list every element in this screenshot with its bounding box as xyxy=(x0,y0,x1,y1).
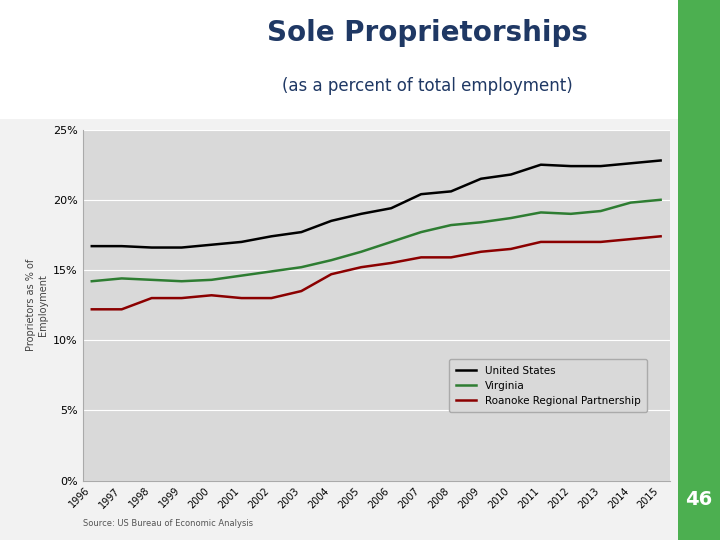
United States xyxy=(237,239,246,245)
United States xyxy=(297,229,306,235)
Roanoke Regional Partnership xyxy=(357,264,366,271)
Roanoke Regional Partnership xyxy=(148,295,156,301)
Roanoke Regional Partnership xyxy=(477,248,485,255)
United States xyxy=(177,244,186,251)
Roanoke Regional Partnership xyxy=(177,295,186,301)
Roanoke Regional Partnership xyxy=(237,295,246,301)
United States xyxy=(567,163,575,170)
Virginia xyxy=(207,276,216,283)
Virginia xyxy=(596,208,605,214)
United States xyxy=(357,211,366,217)
Line: Virginia: Virginia xyxy=(91,200,661,281)
Roanoke Regional Partnership xyxy=(327,271,336,278)
Roanoke Regional Partnership xyxy=(626,236,635,242)
United States xyxy=(446,188,455,194)
Virginia xyxy=(417,229,426,235)
United States xyxy=(327,218,336,224)
Virginia xyxy=(177,278,186,285)
Virginia xyxy=(297,264,306,271)
Roanoke Regional Partnership xyxy=(507,246,516,252)
Line: Roanoke Regional Partnership: Roanoke Regional Partnership xyxy=(91,237,661,309)
United States xyxy=(207,241,216,248)
Roanoke Regional Partnership xyxy=(267,295,276,301)
Virginia xyxy=(536,209,545,215)
Virginia xyxy=(148,276,156,283)
United States xyxy=(267,233,276,240)
United States xyxy=(657,157,665,164)
Roanoke Regional Partnership xyxy=(536,239,545,245)
Virginia xyxy=(507,215,516,221)
United States xyxy=(477,176,485,182)
United States xyxy=(626,160,635,166)
United States xyxy=(87,243,96,249)
United States xyxy=(387,205,395,212)
Text: Sole Proprietorships: Sole Proprietorships xyxy=(267,19,588,48)
Text: (as a percent of total employment): (as a percent of total employment) xyxy=(282,77,572,94)
United States xyxy=(536,161,545,168)
Text: Source: US Bureau of Economic Analysis: Source: US Bureau of Economic Analysis xyxy=(83,519,253,529)
Virginia xyxy=(626,199,635,206)
Roanoke Regional Partnership xyxy=(207,292,216,299)
Roanoke Regional Partnership xyxy=(297,288,306,294)
Line: United States: United States xyxy=(91,160,661,247)
Virginia xyxy=(87,278,96,285)
Virginia xyxy=(657,197,665,203)
Virginia xyxy=(567,211,575,217)
Roanoke Regional Partnership xyxy=(417,254,426,261)
Virginia xyxy=(327,257,336,264)
Roanoke Regional Partnership xyxy=(87,306,96,313)
United States xyxy=(148,244,156,251)
United States xyxy=(507,171,516,178)
Virginia xyxy=(357,248,366,255)
Roanoke Regional Partnership xyxy=(446,254,455,261)
Y-axis label: Proprietors as % of
Employment: Proprietors as % of Employment xyxy=(26,259,48,351)
Virginia xyxy=(117,275,126,282)
United States xyxy=(596,163,605,170)
Virginia xyxy=(446,222,455,228)
Virginia xyxy=(477,219,485,226)
Virginia xyxy=(387,239,395,245)
Legend: United States, Virginia, Roanoke Regional Partnership: United States, Virginia, Roanoke Regiona… xyxy=(449,359,647,412)
Roanoke Regional Partnership xyxy=(387,260,395,266)
Roanoke Regional Partnership xyxy=(567,239,575,245)
Virginia xyxy=(267,268,276,275)
United States xyxy=(117,243,126,249)
Roanoke Regional Partnership xyxy=(657,233,665,240)
Text: 46: 46 xyxy=(685,490,713,509)
Roanoke Regional Partnership xyxy=(596,239,605,245)
Virginia xyxy=(237,272,246,279)
United States xyxy=(417,191,426,198)
Roanoke Regional Partnership xyxy=(117,306,126,313)
